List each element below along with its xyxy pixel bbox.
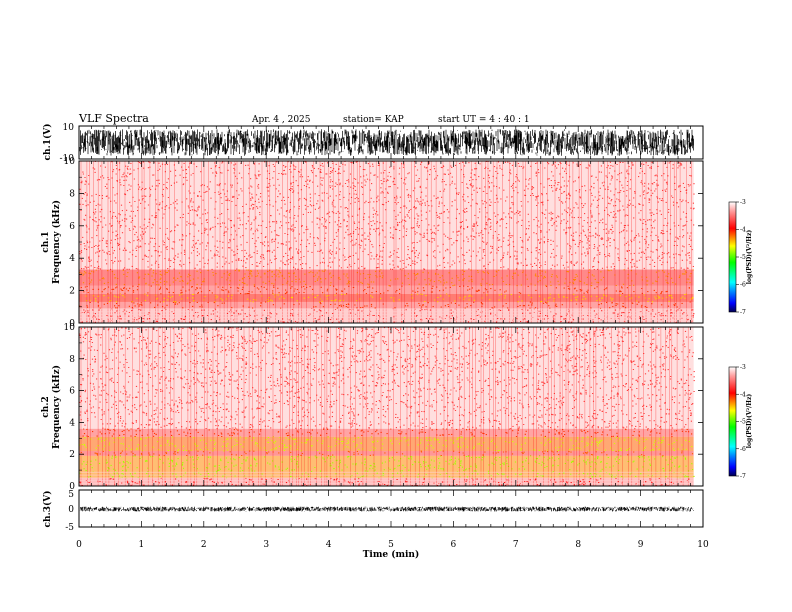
time-tick-label: 3 (263, 540, 269, 550)
header: VLF Spectra Apr. 4 , 2025 station= KAP s… (78, 112, 530, 125)
ch1-spectrogram-yticks: 0 2 4 6 8 10 (64, 157, 703, 329)
ch1-spectrogram-band-texture-5 (79, 161, 695, 271)
ch1-spectrogram (79, 161, 695, 323)
ch2-spectrogram-ytick-label: 2 (69, 450, 75, 460)
ch1-ytick-bottom: -10 (60, 154, 75, 164)
ch1-spectrogram-ytick-label: 4 (69, 254, 75, 264)
ch3-waveform-line (79, 506, 694, 512)
header-start-time: start UT = 4 : 40 : 1 (438, 115, 530, 125)
ch1-spectrogram-ytick-label: 10 (64, 157, 76, 167)
ch1-colorbar-tick-label: -7 (740, 309, 746, 316)
ch1-spectrogram-band-texture-4 (79, 269, 694, 287)
ch1-waveform-ylabel: ch.1(V) (42, 124, 53, 161)
ch1-spectrogram-ytick-label: 2 (69, 287, 75, 297)
ch3-waveform-trace (79, 506, 694, 512)
ch2-spectrogram-ytick-label: 8 (69, 355, 75, 365)
time-tick-label: 1 (139, 540, 145, 550)
ch1-ytick-top: 10 (63, 123, 75, 133)
ch2-spectrogram-ytick-label: 0 (69, 482, 75, 492)
ch2-spectrogram-band-4 (79, 428, 694, 437)
ch2-spectrogram-ylabel-frequency: Frequency (kHz) (51, 365, 62, 449)
ch3-ytick-bottom: -5 (65, 523, 74, 533)
ch2-spectrogram-band-0 (79, 478, 694, 486)
ch3-waveform-ylabel: ch.3(V) (42, 491, 53, 528)
ch3-ytick-top: 5 (68, 490, 74, 500)
ch2-colorbar-label: log(PSD)(V²/Hz) (746, 394, 753, 449)
ch2-colorbar-ticks: -3 -4 -5 -6 -7 (736, 364, 746, 480)
ch1-spectrogram-ylabel-channel: ch.1 (41, 231, 51, 252)
ch1-colorbar-label: log(PSD)(V²/Hz) (746, 230, 753, 285)
ch2-colorbar: -3 -4 -5 -6 -7 log(PSD)(V²/Hz) (728, 364, 753, 480)
time-tick-label: 6 (451, 540, 457, 550)
time-axis-label: Time (min) (363, 549, 420, 560)
ch1-spectrogram-ytick-label: 8 (69, 189, 75, 199)
header-date: Apr. 4 , 2025 (251, 115, 311, 125)
time-tick-label: 10 (697, 540, 709, 550)
time-tick-label: 0 (76, 540, 82, 550)
ch2-spectrogram-band-texture-5 (79, 327, 695, 430)
ch1-colorbar-gradient (728, 201, 737, 313)
ch1-colorbar-tick-label: -3 (740, 199, 746, 206)
ch2-spectrogram-ytick-label: 6 (69, 387, 75, 397)
ch1-spectrogram-ytick-label: 0 (69, 319, 75, 329)
time-tick-label: 7 (513, 540, 519, 550)
ch1-spectrogram-ytick-label: 6 (69, 222, 75, 232)
time-axis-ticks (78, 126, 704, 527)
ch1-colorbar-tick-label: -6 (740, 282, 746, 289)
ch2-spectrogram-band-1 (79, 455, 694, 479)
figure-title: VLF Spectra (78, 112, 149, 125)
ch2-spectrogram-panel: 0 2 4 6 8 10 ch.2 Frequency (kHz) -3 -4 -5 -6 -7 … (41, 323, 753, 492)
ch2-spectrogram-band-2 (79, 451, 694, 456)
ch1-waveform-line (79, 129, 694, 156)
time-tick-label: 5 (388, 540, 394, 550)
ch2-colorbar-tick-label: -7 (740, 473, 746, 480)
time-tick-label: 4 (326, 540, 332, 550)
ch2-spectrogram (79, 327, 695, 486)
ch2-colorbar-tick-label: -4 (740, 391, 746, 398)
time-axis-tick-labels: 0 1 2 3 4 5 6 7 8 9 10 (76, 540, 709, 550)
ch2-colorbar-gradient (728, 366, 737, 477)
header-station: station= KAP (343, 115, 404, 125)
ch1-spectrogram-ylabel-frequency: Frequency (kHz) (51, 200, 62, 284)
ch1-colorbar-tick-label: -4 (740, 227, 746, 234)
ch1-waveform-trace (79, 129, 694, 156)
ch2-spectrogram-ytick-label: 4 (69, 418, 75, 428)
ch3-ytick-mid: 0 (68, 505, 74, 515)
ch1-colorbar: -3 -4 -5 -6 -7 log(PSD)(V²/Hz) (728, 199, 753, 316)
ch2-colorbar-tick-label: -5 (740, 419, 746, 426)
time-tick-label: 9 (638, 540, 644, 550)
ch2-spectrogram-yticks: 0 2 4 6 8 10 (64, 323, 703, 492)
ch2-colorbar-tick-label: -3 (740, 364, 746, 371)
ch2-colorbar-tick-label: -6 (740, 446, 746, 453)
time-tick-label: 8 (575, 540, 581, 550)
ch1-colorbar-tick-label: -5 (740, 254, 746, 261)
ch2-spectrogram-ylabel-channel: ch.2 (41, 396, 51, 417)
ch1-spectrogram-panel: 0 2 4 6 8 10 ch.1 Frequency (kHz) -3 -4 -5 -6 -7 … (41, 157, 753, 329)
ch2-spectrogram-band-5 (79, 327, 694, 429)
time-tick-label: 2 (201, 540, 207, 550)
ch2-spectrogram-band-3 (79, 436, 694, 452)
ch2-spectrogram-ytick-label: 10 (64, 323, 76, 333)
ch1-colorbar-ticks: -3 -4 -5 -6 -7 (736, 199, 746, 316)
